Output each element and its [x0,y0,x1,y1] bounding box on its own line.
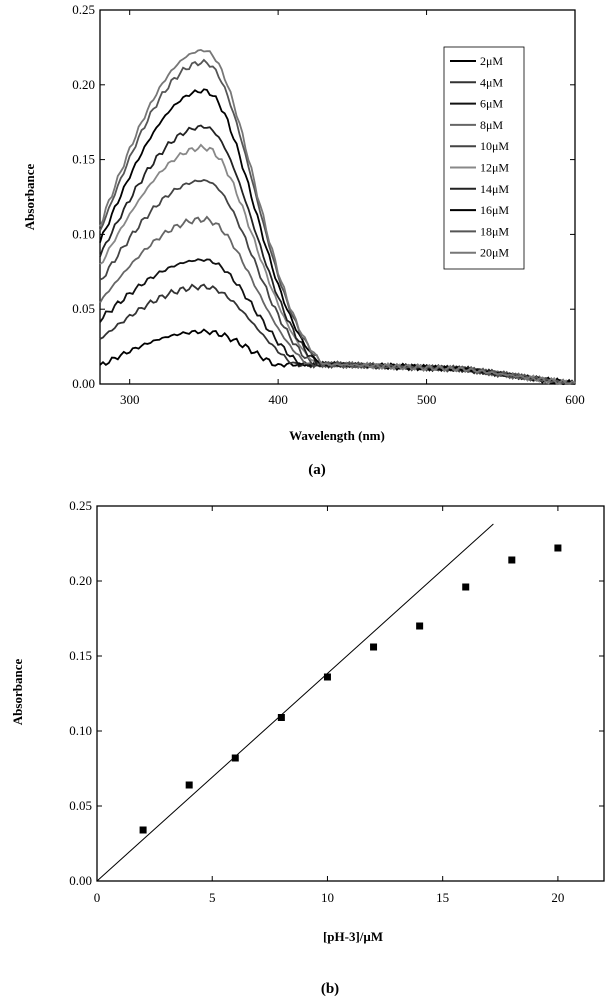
y-tick-label: 0.20 [72,77,95,92]
legend-entry: 10μM [480,139,509,153]
legend-entry: 6μM [480,97,503,111]
y-tick-label: 0.10 [72,226,95,241]
x-tick-label: 20 [551,890,564,905]
legend-entry: 2μM [480,54,503,68]
x-tick-label: 0 [94,890,101,905]
y-tick-label: 0.20 [69,573,92,588]
x-tick-label: 400 [268,392,288,407]
panel-b-y-axis-label: Absorbance [10,659,25,726]
data-point [370,644,377,651]
x-tick-label: 600 [565,392,585,407]
panel-b-label: (b) [321,981,339,997]
panel-a-chart: 0.00 0.05 0.10 0.15 0.20 0.25 300 400 500 600 2μ… [22,2,585,478]
y-tick-label: 0.10 [69,723,92,738]
legend-entry: 18μM [480,224,509,238]
panel-b-fit-line [97,524,493,881]
legend-entry: 14μM [480,182,509,196]
data-point [232,755,239,762]
data-point [278,714,285,721]
series-line-4μM [100,285,575,384]
panel-b-x-axis-label: [pH-3]/μM [323,929,383,944]
panel-b-data-points [140,545,562,834]
panel-b-y-axis: 0.00 0.05 0.10 0.15 0.20 0.25 [69,498,604,888]
y-tick-label: 0.05 [69,798,92,813]
data-point [324,674,331,681]
panel-b-x-axis: 0 5 10 15 20 [94,506,565,905]
data-point [140,827,147,834]
legend-entry: 4μM [480,75,503,89]
data-point [508,557,515,564]
data-point [186,782,193,789]
panel-b-plot-frame [97,506,604,881]
legend-entry: 20μM [480,246,509,260]
y-tick-label: 0.15 [69,648,92,663]
panel-a-legend: 2μM 4μM 6μM 8μM 10μM 12μM 14μM 16μM 18μM 20μM [444,47,524,269]
x-tick-label: 300 [120,392,140,407]
x-tick-label: 500 [417,392,437,407]
x-tick-label: 5 [209,890,216,905]
legend-entry: 12μM [480,161,509,175]
panel-a-y-axis-label: Absorbance [22,164,37,231]
x-tick-label: 15 [436,890,449,905]
data-point [416,623,423,630]
legend-entry: 8μM [480,118,503,132]
y-tick-label: 0.25 [69,498,92,513]
panel-a-x-axis-label: Wavelength (nm) [289,428,385,443]
data-point [462,584,469,591]
panel-a-label: (a) [308,462,326,478]
x-tick-label: 10 [321,890,334,905]
y-tick-label: 0.25 [72,2,95,17]
y-tick-label: 0.00 [69,873,92,888]
panel-b-chart: 0.00 0.05 0.10 0.15 0.20 0.25 0 5 10 15 20 [pH-3]… [10,498,604,997]
data-point [554,545,561,552]
y-tick-label: 0.00 [72,376,95,391]
y-tick-label: 0.05 [72,301,95,316]
y-tick-label: 0.15 [72,152,95,167]
legend-entry: 16μM [480,203,509,217]
